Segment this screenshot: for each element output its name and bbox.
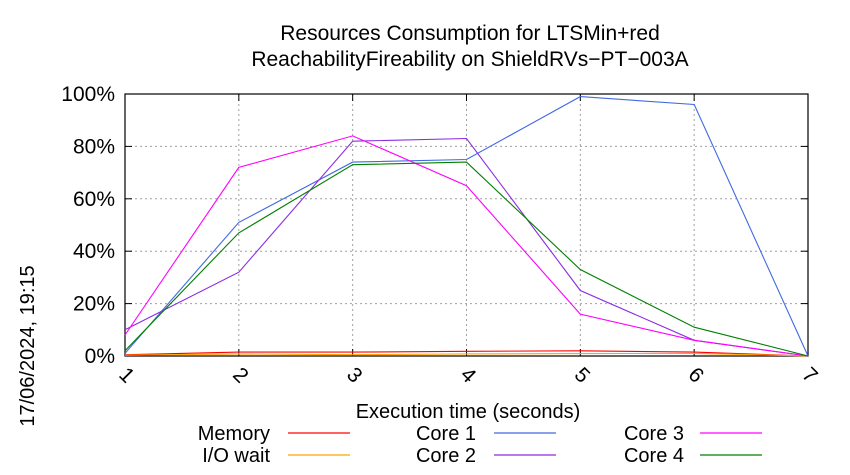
series-line-core-4 — [124, 161, 809, 357]
y-tick-label: 100% — [61, 83, 115, 106]
legend-item-i-o-wait: I/O wait — [202, 445, 350, 467]
series-line-memory — [124, 350, 809, 357]
grid — [125, 94, 808, 356]
y-tick-label: 0% — [85, 345, 115, 368]
y-tick-label: 40% — [73, 240, 115, 263]
timestamp-label: 17/06/2024, 19:15 — [17, 265, 39, 426]
legend-label: I/O wait — [202, 445, 270, 467]
chart-title: Resources Consumption for LTSMin+red Rea… — [251, 22, 688, 71]
legend-label: Core 3 — [624, 423, 684, 445]
x-tick-label: 3 — [342, 363, 367, 388]
x-tick-label: 2 — [228, 363, 253, 388]
series-line-i-o-wait — [124, 352, 809, 357]
x-axis-label: Execution time (seconds) — [356, 401, 581, 423]
y-tick-label: 20% — [73, 293, 115, 316]
y-tick-label: 60% — [73, 188, 115, 211]
legend-item-core-4: Core 4 — [624, 445, 762, 467]
plot-frame — [124, 93, 809, 357]
x-tick-label: 4 — [456, 363, 481, 388]
series-line-core-1 — [124, 96, 809, 357]
legend-label: Core 4 — [624, 445, 684, 467]
x-tick-label: 5 — [570, 363, 595, 388]
chart-title-line-1: Resources Consumption for LTSMin+red — [280, 22, 660, 45]
chart-title-line-2: ReachabilityFireability on ShieldRVs−PT−… — [251, 48, 688, 71]
legend-label: Core 1 — [416, 423, 476, 445]
series-line-core-3 — [124, 135, 809, 357]
y-tick-label: 80% — [73, 135, 115, 158]
x-tick-label: 1 — [114, 363, 139, 388]
legend-label: Core 2 — [416, 445, 476, 467]
series-line-core-2 — [124, 137, 809, 357]
legend-item-core-3: Core 3 — [624, 423, 762, 445]
legend-item-core-1: Core 1 — [416, 423, 556, 445]
data-series — [124, 96, 809, 357]
x-tick-label: 7 — [797, 363, 822, 388]
legend-item-memory: Memory — [198, 423, 350, 445]
x-tick-label: 6 — [684, 363, 709, 388]
legend-label: Memory — [198, 423, 270, 445]
legend-item-core-2: Core 2 — [416, 445, 556, 467]
